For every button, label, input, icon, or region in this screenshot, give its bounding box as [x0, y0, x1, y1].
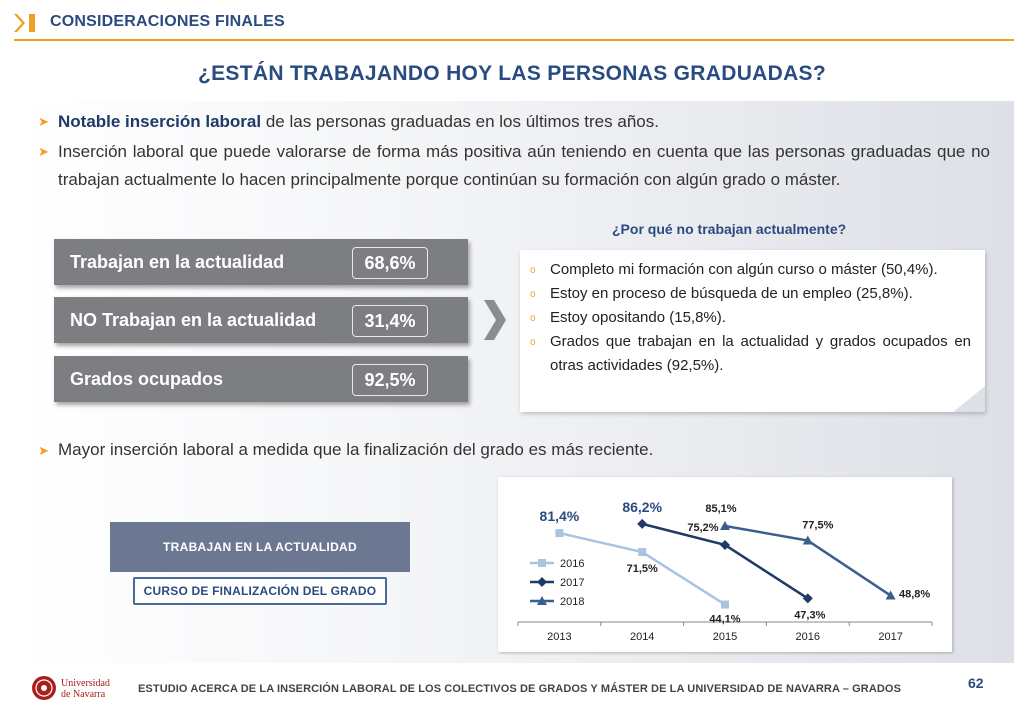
- data-label: 77,5%: [802, 520, 833, 532]
- why-title: ¿Por qué no trabajan actualmente?: [612, 221, 847, 237]
- data-point: [555, 529, 564, 538]
- data-point: [720, 520, 730, 530]
- page-number: 62: [968, 675, 984, 691]
- footer-text: ESTUDIO ACERCA DE LA INSERCIÓN LABORAL D…: [138, 683, 902, 695]
- data-point: [637, 518, 648, 529]
- bullet-arrow-icon: ➤: [38, 443, 49, 458]
- bullet-item: ➤ Mayor inserción laboral a medida que la…: [38, 440, 938, 460]
- data-point: [721, 600, 729, 609]
- bullet-arrow-icon: ➤: [38, 114, 49, 129]
- university-logo: Universidad de Navarra: [32, 676, 110, 700]
- data-point: [638, 548, 647, 557]
- data-point: [885, 590, 896, 600]
- why-list: o Completo mi formación con algún curso o…: [520, 250, 985, 378]
- header-divider: [14, 39, 1014, 41]
- x-tick-label: 2015: [713, 631, 737, 643]
- stat-occupied: Grados ocupados 92,5%: [54, 356, 468, 402]
- chevron-right-icon: [484, 300, 506, 340]
- legend-marker: [538, 559, 546, 567]
- circle-bullet-icon: o: [530, 313, 536, 324]
- stat-value: 68,6%: [352, 247, 428, 279]
- bullet-bold: Notable inserción laboral: [58, 112, 262, 131]
- line-chart: 2013 2014 2015 2016 2017 81,4% 71,5% 44,1% 86,2%…: [498, 477, 952, 652]
- svg-text:de Navarra: de Navarra: [61, 689, 106, 700]
- svg-text:Universidad: Universidad: [61, 678, 110, 689]
- data-point: [720, 539, 730, 550]
- x-tick-label: 2014: [630, 631, 654, 643]
- legend-marker: [537, 577, 547, 587]
- stat-value: 92,5%: [352, 364, 428, 396]
- legend-label: 2018: [560, 596, 584, 608]
- stat-label: NO Trabajan en la actualidad: [70, 310, 317, 330]
- why-box: o Completo mi formación con algún curso o…: [520, 250, 985, 412]
- stat-label: Grados ocupados: [70, 369, 224, 389]
- data-point: [802, 535, 813, 545]
- stat-label: Trabajan en la actualidad: [70, 252, 285, 272]
- x-tick-label: 2017: [878, 631, 902, 643]
- list-item-text: Grados que trabajan en la actualidad y g…: [550, 333, 971, 374]
- bullet-arrow-icon: ➤: [38, 144, 49, 159]
- section-marker-icon: [14, 14, 35, 32]
- page-title: ¿ESTÁN TRABAJANDO HOY LAS PERSONAS GRADU…: [198, 62, 826, 85]
- data-label: 85,1%: [705, 503, 736, 515]
- list-item-text: Estoy opositando (15,8%).: [550, 309, 726, 326]
- section-title: CONSIDERACIONES FINALES: [50, 13, 285, 30]
- list-item: o Estoy en proceso de búsqueda de un empl…: [530, 282, 971, 306]
- circle-bullet-icon: o: [530, 337, 536, 348]
- data-label: 44,1%: [709, 614, 740, 626]
- bullet-text: Mayor inserción laboral a medida que la …: [58, 440, 654, 459]
- stat-not-working: NO Trabajan en la actualidad 31,4%: [54, 297, 468, 343]
- tag-working-now: TRABAJAN EN LA ACTUALIDAD: [110, 522, 410, 572]
- circle-bullet-icon: o: [530, 265, 536, 276]
- stat-working: Trabajan en la actualidad 68,6%: [54, 239, 468, 285]
- tag-graduation-year: CURSO DE FINALIZACIÓN DEL GRADO: [133, 577, 387, 605]
- data-label: 47,3%: [794, 609, 825, 621]
- bullet-item: ➤ Inserción laboral que puede valorarse d…: [38, 138, 990, 194]
- data-label: 71,5%: [627, 563, 658, 575]
- x-tick-label: 2016: [796, 631, 820, 643]
- header: CONSIDERACIONES FINALES: [0, 0, 1024, 42]
- data-label: 48,8%: [899, 589, 930, 601]
- data-point: [802, 593, 813, 604]
- legend-label: 2017: [560, 577, 584, 589]
- list-item-text: Completo mi formación con algún curso o …: [550, 261, 938, 278]
- data-label: 86,2%: [622, 499, 662, 515]
- list-item: o Grados que trabajan en la actualidad y …: [530, 330, 971, 378]
- bullet-list: ➤ Notable inserción laboral de las person…: [38, 108, 990, 194]
- list-item: o Completo mi formación con algún curso o…: [530, 258, 971, 282]
- chart-svg: 2013 2014 2015 2016 2017 81,4% 71,5% 44,1% 86,2%…: [517, 499, 933, 643]
- x-tick-label: 2013: [547, 631, 571, 643]
- legend-label: 2016: [560, 558, 584, 570]
- bullet-text: Inserción laboral que puede valorarse de…: [58, 142, 990, 189]
- stat-value: 31,4%: [352, 305, 428, 337]
- data-label: 81,4%: [540, 508, 580, 524]
- data-label: 75,2%: [687, 522, 718, 534]
- bullet-item: ➤ Notable inserción laboral de las person…: [38, 108, 990, 136]
- list-item: o Estoy opositando (15,8%).: [530, 306, 971, 330]
- circle-bullet-icon: o: [530, 289, 536, 300]
- list-item-text: Estoy en proceso de búsqueda de un emple…: [550, 285, 913, 302]
- bullet-text: de las personas graduadas en los últimos…: [261, 112, 659, 131]
- legend-marker: [537, 596, 547, 605]
- callout-fold-icon: [953, 386, 985, 412]
